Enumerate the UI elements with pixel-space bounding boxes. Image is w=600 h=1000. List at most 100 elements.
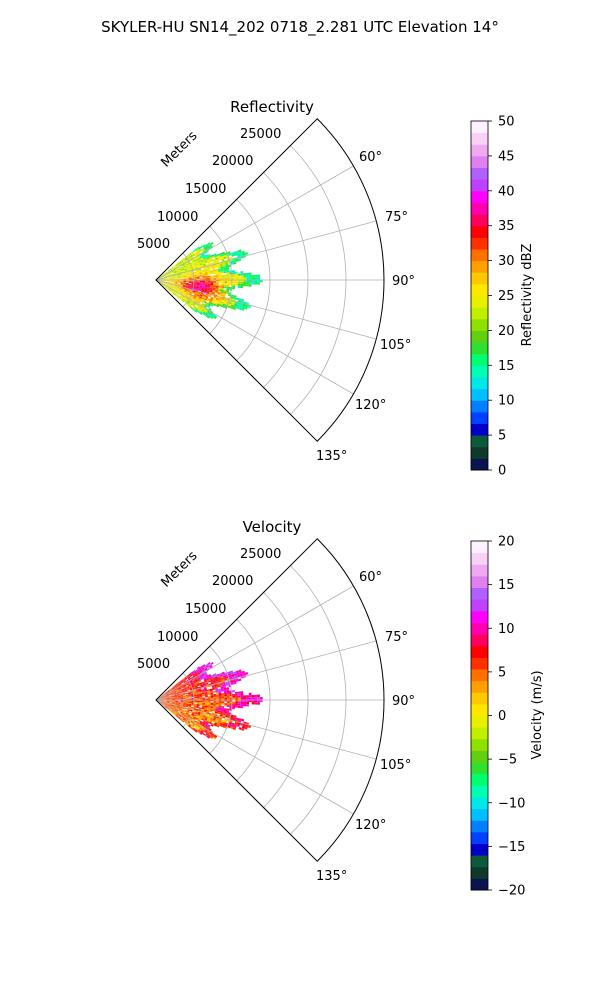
echo-gate bbox=[216, 680, 220, 684]
echo-gate bbox=[207, 242, 211, 245]
echo-gate bbox=[206, 267, 210, 270]
echo-gate bbox=[178, 268, 182, 271]
echo-gate bbox=[251, 697, 255, 700]
colorbar-swatch bbox=[471, 272, 488, 285]
colorbar-swatch bbox=[471, 248, 488, 262]
echo-gate bbox=[218, 696, 222, 699]
echo-gate bbox=[248, 694, 252, 698]
echo-gate bbox=[237, 285, 241, 288]
echo-gate bbox=[172, 701, 176, 703]
echo-gate bbox=[181, 270, 185, 273]
echo-gate bbox=[222, 684, 226, 687]
echo-gate bbox=[210, 698, 214, 700]
echo-gate bbox=[196, 294, 200, 297]
echo-gate bbox=[193, 287, 197, 289]
echo-gate bbox=[192, 710, 196, 713]
echo-gate bbox=[200, 264, 204, 267]
echo-gate bbox=[201, 260, 205, 263]
echo-gate bbox=[182, 685, 186, 688]
echo-gate bbox=[206, 725, 210, 729]
echo-gate bbox=[168, 704, 172, 706]
echo-gate bbox=[166, 280, 170, 282]
echo-gate bbox=[172, 703, 175, 705]
echo-gate bbox=[186, 698, 189, 700]
echo-gate bbox=[183, 280, 187, 282]
echo-gate bbox=[209, 265, 213, 268]
echo-gate bbox=[196, 256, 200, 260]
echo-gate bbox=[183, 702, 186, 704]
echo-gate bbox=[177, 282, 181, 283]
echo-gate bbox=[251, 282, 255, 285]
echo-gate bbox=[175, 289, 179, 292]
colorbar-tick-label: 15 bbox=[498, 578, 515, 593]
echo-gate bbox=[165, 693, 169, 696]
echo-gate bbox=[160, 696, 164, 698]
echo-gate bbox=[174, 695, 178, 697]
echo-gate bbox=[254, 702, 258, 705]
echo-gate bbox=[204, 304, 208, 307]
echo-gate bbox=[168, 274, 172, 277]
echo-gate bbox=[207, 718, 211, 721]
echo-gate bbox=[226, 688, 230, 692]
echo-gate bbox=[210, 297, 214, 300]
echo-gate bbox=[191, 672, 195, 675]
echo-gate bbox=[212, 290, 216, 293]
echo-gate bbox=[200, 684, 204, 687]
azimuth-spoke bbox=[155, 699, 377, 760]
echo-gate bbox=[240, 705, 244, 709]
echo-gate bbox=[186, 301, 190, 305]
echo-gate bbox=[160, 275, 163, 277]
echo-gate bbox=[207, 698, 211, 700]
echo-gate bbox=[218, 680, 222, 683]
echo-gate bbox=[183, 680, 187, 683]
echo-gate bbox=[193, 704, 197, 706]
echo-gate bbox=[232, 300, 236, 304]
echo-gate bbox=[193, 716, 197, 719]
echo-gate bbox=[182, 713, 186, 716]
echo-gate bbox=[191, 253, 195, 256]
echo-gate bbox=[195, 687, 199, 689]
echo-gate bbox=[174, 291, 178, 294]
echo-gate bbox=[201, 672, 205, 676]
echo-gate bbox=[180, 292, 183, 295]
echo-gate bbox=[197, 309, 201, 313]
echo-gate bbox=[204, 690, 208, 693]
echo-gate bbox=[172, 700, 176, 701]
range-tick-label: 5000 bbox=[137, 237, 170, 252]
echo-gate bbox=[210, 262, 214, 265]
echo-gate bbox=[198, 289, 202, 292]
echo-gate bbox=[188, 678, 192, 681]
echo-gate bbox=[193, 670, 197, 674]
echo-gate bbox=[210, 296, 214, 299]
echo-gate bbox=[179, 685, 183, 688]
echo-gate bbox=[240, 283, 244, 287]
echo-gate bbox=[230, 304, 235, 308]
echo-gate bbox=[169, 700, 173, 702]
echo-gate bbox=[233, 305, 237, 309]
echo-gate bbox=[203, 687, 207, 690]
echo-gate bbox=[205, 281, 208, 283]
echo-gate bbox=[207, 702, 211, 704]
echo-gate bbox=[199, 694, 203, 696]
echo-gate bbox=[161, 697, 164, 699]
echo-gate bbox=[189, 717, 193, 720]
echo-gate bbox=[189, 297, 193, 301]
colorbar-swatch bbox=[471, 622, 488, 635]
echo-gate bbox=[196, 666, 200, 670]
echo-gate bbox=[212, 289, 216, 292]
echo-gate bbox=[179, 707, 183, 709]
echo-gate bbox=[170, 707, 174, 709]
echo-gate bbox=[169, 696, 173, 698]
echo-gate bbox=[209, 299, 213, 302]
echo-gate bbox=[223, 720, 227, 723]
echo-gate bbox=[179, 285, 183, 287]
echo-gate bbox=[235, 695, 239, 698]
echo-gate bbox=[206, 709, 210, 712]
echo-gate bbox=[204, 287, 208, 289]
echo-gate bbox=[182, 272, 186, 274]
echo-gate bbox=[199, 280, 203, 283]
echo-gate bbox=[215, 705, 219, 708]
echo-gate bbox=[166, 701, 170, 702]
echo-gate bbox=[188, 703, 192, 705]
echo-gate bbox=[205, 733, 209, 736]
